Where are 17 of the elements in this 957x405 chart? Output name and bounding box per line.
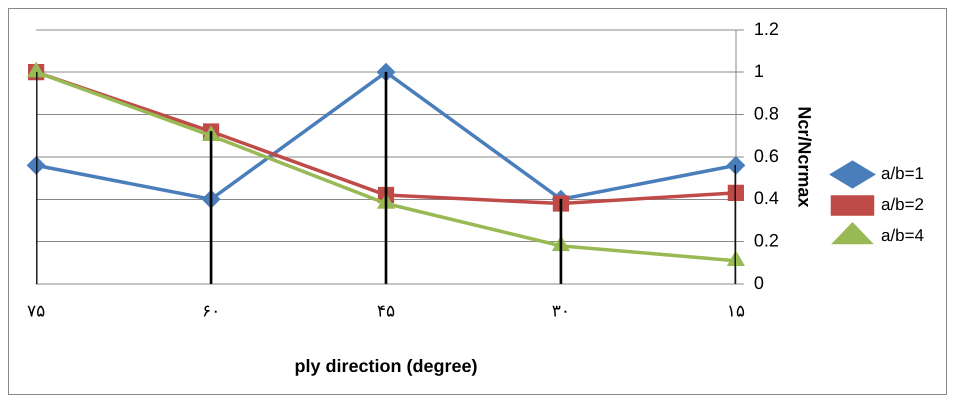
- y-axis-title: Ncr/Ncrmax: [794, 106, 815, 208]
- y-tick-label: 1.2: [754, 18, 779, 39]
- x-tick-label: ۱۵: [726, 302, 745, 322]
- x-tick-label: ۷۵: [27, 302, 46, 322]
- y-tick-label: 1: [754, 61, 764, 82]
- y-tick-label: 0.2: [754, 230, 779, 251]
- y-tick-label: 0: [754, 272, 764, 293]
- y-tick-label: 0.8: [754, 104, 779, 124]
- legend-label: a/b=4: [880, 226, 924, 246]
- legend-label: a/b=2: [880, 195, 924, 214]
- legend-label: a/b=1: [880, 164, 924, 184]
- y-tick-label: 0.4: [754, 188, 779, 208]
- x-tick-label: ۳۰: [552, 302, 570, 322]
- x-axis-title: ply direction (degree): [294, 356, 478, 376]
- x-tick-label: ۶۰: [202, 302, 220, 322]
- x-tick-label: ۴۵: [376, 302, 396, 322]
- y-tick-label: 0.6: [754, 146, 779, 166]
